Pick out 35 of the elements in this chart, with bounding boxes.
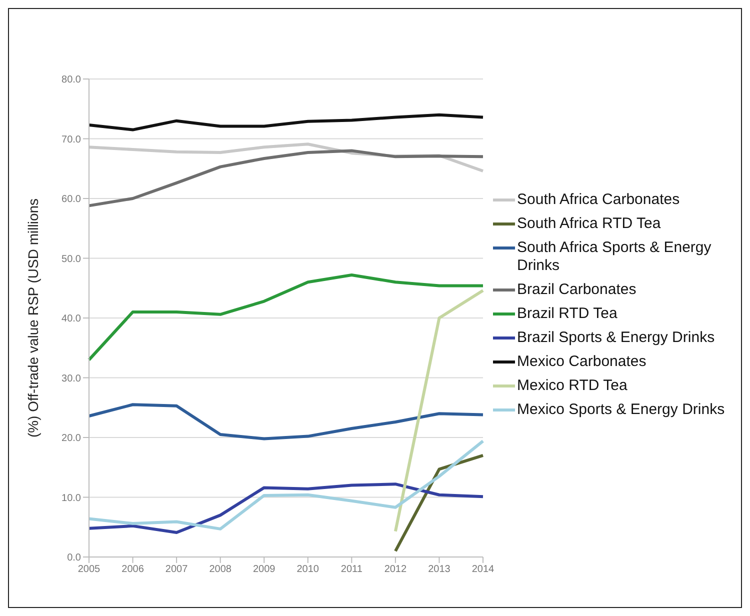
legend-label: South Africa RTD Tea <box>517 215 661 233</box>
y-tick-label: 50.0 <box>62 254 82 265</box>
legend-label: Mexico Sports & Energy Drinks <box>517 401 725 419</box>
x-tick-label: 2011 <box>340 564 363 576</box>
x-tick-label: 2007 <box>165 564 188 576</box>
y-tick-label: 80.0 <box>62 74 82 86</box>
x-tick-label: 2013 <box>428 564 451 576</box>
x-tick-label: 2005 <box>78 564 101 576</box>
x-tick-label: 2010 <box>296 564 320 576</box>
legend-label: Brazil Sports & Energy Drinks <box>517 329 715 347</box>
y-tick-label: 0.0 <box>67 552 82 564</box>
y-tick-label: 60.0 <box>62 194 82 206</box>
line-series <box>88 403 484 440</box>
line-series <box>88 149 484 208</box>
line-series <box>88 482 484 534</box>
legend-label: South Africa Carbonates <box>517 191 680 209</box>
legend-label: South Africa Sports & Energy Drinks <box>517 239 712 275</box>
y-tick-label: 70.0 <box>62 134 82 146</box>
y-tick-label: 40.0 <box>62 314 82 325</box>
x-tick-label: 2012 <box>384 564 408 576</box>
legend-label: Brazil RTD Tea <box>517 305 618 323</box>
line-series <box>88 113 484 132</box>
y-tick-label: 20.0 <box>62 433 82 444</box>
line-series <box>88 273 484 362</box>
legend-label: Mexico Carbonates <box>517 353 646 371</box>
x-tick-label: 2009 <box>252 564 276 576</box>
legend-label: Mexico RTD Tea <box>517 377 628 395</box>
y-tick-label: 30.0 <box>62 373 82 384</box>
x-tick-label: 2014 <box>472 564 495 576</box>
x-tick-label: 2006 <box>122 564 144 576</box>
line-series <box>88 440 484 530</box>
legend-label: Brazil Carbonates <box>517 281 636 299</box>
y-tick-label: 10.0 <box>62 492 82 504</box>
x-tick-label: 2008 <box>209 564 232 576</box>
y-axis-title: (%) Off-trade value RSP (USD millions <box>24 198 41 438</box>
